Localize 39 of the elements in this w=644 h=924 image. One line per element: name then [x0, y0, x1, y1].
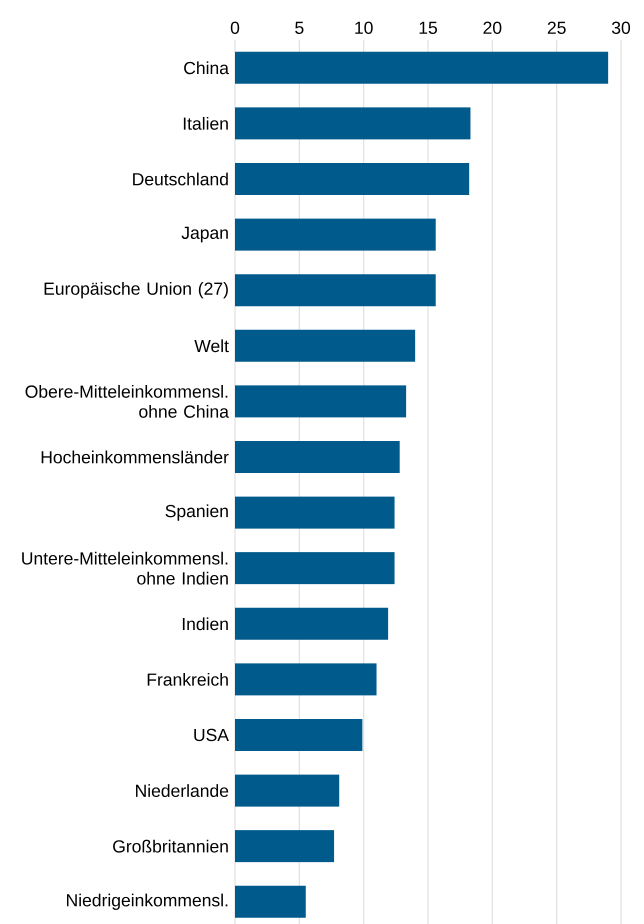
bar	[235, 162, 470, 195]
y-tick-label: Japan	[182, 226, 228, 242]
y-tick-label: Untere-Mitteleinkommensl. ohne Indien	[22, 552, 228, 585]
x-tick-label: 0	[230, 22, 240, 34]
bar	[235, 608, 388, 640]
bar	[235, 440, 400, 473]
y-tick-label: Indien	[182, 617, 228, 630]
bar	[235, 52, 608, 84]
y-tick-label: Frankreich	[148, 672, 228, 686]
bar	[235, 718, 362, 751]
bar	[235, 774, 340, 807]
x-tick-label: 10	[355, 22, 373, 34]
bar	[235, 830, 334, 862]
bar	[235, 552, 395, 584]
x-tick-label: 15	[420, 22, 437, 34]
x-tick-label: 25	[548, 22, 566, 34]
y-tick-label: Niedrigeinkommensl.	[67, 894, 228, 910]
y-tick-label: Großbritannien	[113, 840, 228, 853]
x-tick-label: 20	[483, 22, 502, 34]
y-tick-label: China	[184, 61, 229, 74]
y-tick-label: Welt	[194, 339, 229, 352]
bar	[235, 330, 416, 362]
y-tick-label: Deutschland	[133, 172, 228, 186]
y-tick-label: Europäische Union (27)	[44, 282, 228, 298]
y-tick-label: USA	[194, 728, 229, 742]
y-tick-label: Italien	[184, 116, 228, 130]
y-tick-label: Spanien	[166, 504, 228, 521]
bar	[235, 886, 306, 918]
bar	[235, 385, 406, 418]
bar	[235, 496, 395, 529]
y-tick-label: Hocheinkommensländer	[42, 450, 229, 464]
y-tick-label: Niederlande	[136, 784, 228, 798]
y-tick-label: Obere-Mitteleinkommensl. ohne China	[26, 384, 229, 418]
x-tick-label: 30	[612, 22, 630, 34]
bar	[235, 218, 436, 251]
bar	[235, 663, 377, 696]
bar	[235, 274, 436, 306]
x-tick-label: 5	[295, 22, 304, 34]
bar	[235, 107, 470, 140]
